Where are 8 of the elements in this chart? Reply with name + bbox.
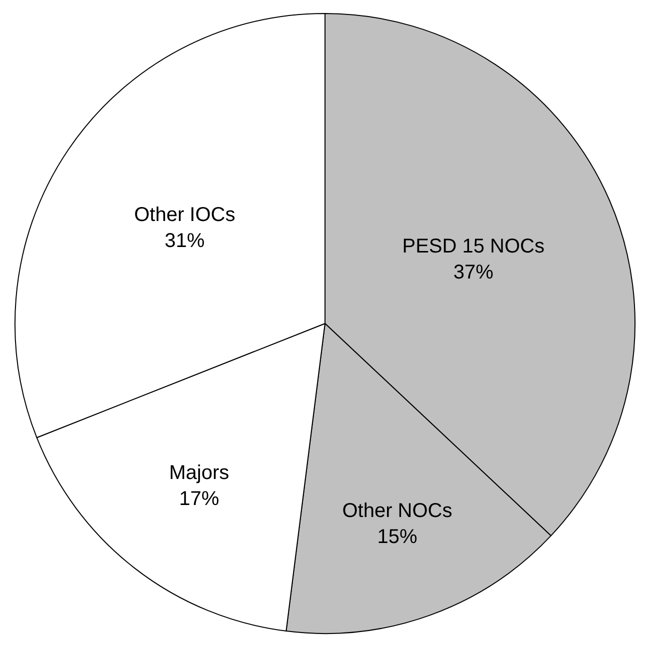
slice-label: Other NOCs bbox=[342, 500, 452, 522]
slice-label: PESD 15 NOCs bbox=[402, 235, 544, 258]
data-label: 37% bbox=[453, 261, 494, 284]
slice-label: Majors bbox=[169, 462, 230, 484]
slice-label: Other IOCs bbox=[134, 204, 236, 226]
data-label: 17% bbox=[179, 488, 220, 510]
data-label: 31% bbox=[164, 230, 205, 252]
data-label: 15% bbox=[377, 526, 418, 548]
